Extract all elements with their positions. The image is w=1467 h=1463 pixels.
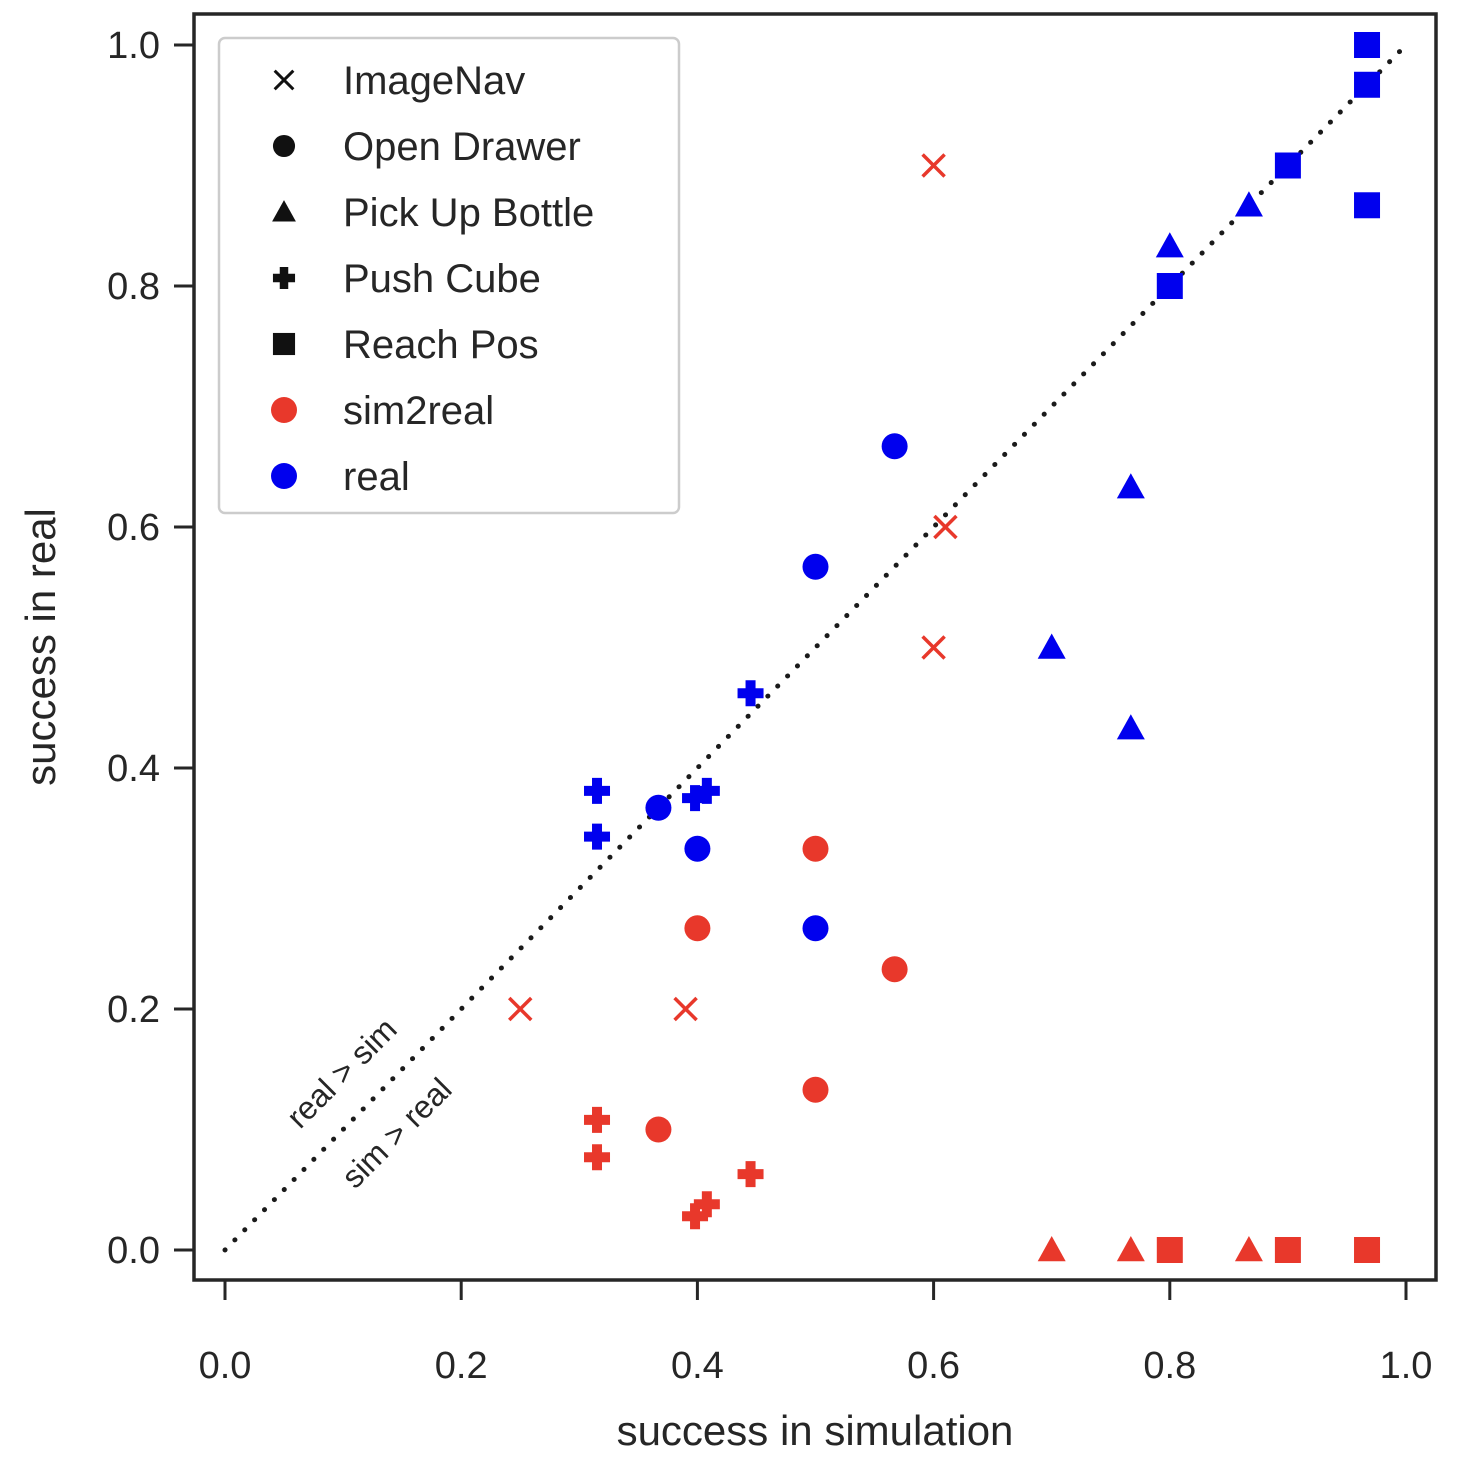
plot-frame xyxy=(192,12,1438,1282)
y-tick-label: 0.6 xyxy=(107,507,160,549)
legend-reach-pos-marker xyxy=(272,332,296,356)
data-points xyxy=(508,32,1381,1263)
y-tick-label: 0.8 xyxy=(107,266,160,308)
real-open-drawer-point xyxy=(802,553,829,580)
real-push-cube-point xyxy=(737,680,764,707)
sim2real-pick-up-bottle-point xyxy=(1037,1236,1066,1262)
real-push-cube-point xyxy=(693,777,720,804)
real-reach-pos-point xyxy=(1354,192,1381,219)
sim2real-reach-pos-point xyxy=(1156,1237,1183,1263)
sim2real-push-cube-point xyxy=(737,1161,764,1188)
real-open-drawer-point xyxy=(802,915,829,942)
legend-imagenav-marker xyxy=(273,69,295,91)
x-tick-label: 0.8 xyxy=(1143,1345,1196,1387)
sim2real-open-drawer-point xyxy=(881,956,908,983)
sim2real-imagenav-point xyxy=(673,996,698,1022)
sim2real-pick-up-bottle-point xyxy=(1116,1236,1145,1262)
sim2real-push-cube-point xyxy=(693,1191,720,1218)
x-tick-label: 1.0 xyxy=(1380,1345,1433,1387)
legend: ImageNav Open Drawer Pick Up Bottle Push Cu… xyxy=(217,36,681,515)
legend-sim2real-marker xyxy=(271,397,297,423)
legend-real-label: real xyxy=(343,455,410,499)
legend-box xyxy=(217,36,681,515)
legend-push-cube-marker xyxy=(272,266,296,290)
sim2real-reach-pos-point xyxy=(1354,1237,1381,1263)
real-push-cube-point xyxy=(682,785,709,812)
x-tick-label: 0.4 xyxy=(671,1345,724,1387)
annotation-real-gt-sim: real > sim xyxy=(279,1011,403,1135)
real-reach-pos-point xyxy=(1354,32,1381,58)
sim2real-push-cube-point xyxy=(682,1203,709,1230)
legend-sim2real-label: sim2real xyxy=(343,389,494,433)
real-open-drawer-point xyxy=(645,794,672,821)
sim2real-imagenav-point xyxy=(933,514,958,540)
sim2real-open-drawer-point xyxy=(684,915,711,942)
legend-pick-up-bottle-marker xyxy=(272,200,296,222)
sim2real-reach-pos-point xyxy=(1274,1237,1301,1263)
y-tick-label: 0.2 xyxy=(107,989,160,1031)
real-reach-pos-point xyxy=(1274,152,1301,179)
x-axis-ticks: 0.0 0.2 0.4 0.6 0.8 1.0 xyxy=(199,1280,1433,1387)
legend-open-drawer-label: Open Drawer xyxy=(343,125,581,169)
x-tick-label: 0.6 xyxy=(907,1345,960,1387)
real-pick-up-bottle-point xyxy=(1037,633,1066,659)
real-reach-pos-point xyxy=(1156,273,1183,299)
legend-real-marker xyxy=(271,463,297,489)
real-pick-up-bottle-point xyxy=(1116,473,1145,499)
sim2real-open-drawer-point xyxy=(802,1076,829,1103)
sim2real-imagenav-point xyxy=(508,996,533,1022)
real-reach-pos-point xyxy=(1354,71,1381,98)
real-open-drawer-point xyxy=(881,433,908,460)
real-push-cube-point xyxy=(584,777,611,804)
y-tick-label: 0.0 xyxy=(107,1230,160,1272)
x-tick-label: 0.2 xyxy=(435,1345,488,1387)
real-push-cube-point xyxy=(584,823,611,850)
real-open-drawer-point xyxy=(684,835,711,862)
y-axis-label: success in real xyxy=(17,508,64,786)
sim2real-push-cube-point xyxy=(584,1106,611,1133)
sim2real-open-drawer-point xyxy=(802,835,829,862)
x-tick-label: 0.0 xyxy=(199,1345,252,1387)
y-tick-label: 1.0 xyxy=(107,25,160,67)
real-pick-up-bottle-point xyxy=(1234,191,1263,217)
real-pick-up-bottle-point xyxy=(1116,714,1145,740)
sim2real-open-drawer-point xyxy=(645,1116,672,1143)
y-axis-ticks: 0.0 0.2 0.4 0.6 0.8 1.0 xyxy=(107,25,194,1272)
real-pick-up-bottle-point xyxy=(1155,232,1184,258)
sim2real-imagenav-point xyxy=(921,635,946,660)
sim2real-push-cube-point xyxy=(584,1144,611,1171)
y-tick-label: 0.4 xyxy=(107,748,160,790)
sim2real-imagenav-point xyxy=(921,153,946,178)
legend-pick-up-bottle-label: Pick Up Bottle xyxy=(343,191,594,235)
legend-imagenav-label: ImageNav xyxy=(343,59,525,103)
legend-push-cube-label: Push Cube xyxy=(343,257,541,301)
x-axis-label: success in simulation xyxy=(617,1407,1014,1454)
sim2real-pick-up-bottle-point xyxy=(1234,1236,1263,1262)
parity-diagonal-line xyxy=(222,42,1409,1253)
legend-reach-pos-label: Reach Pos xyxy=(343,323,539,367)
legend-open-drawer-marker xyxy=(272,134,296,158)
annotation-sim-gt-real: sim > real xyxy=(334,1071,458,1195)
